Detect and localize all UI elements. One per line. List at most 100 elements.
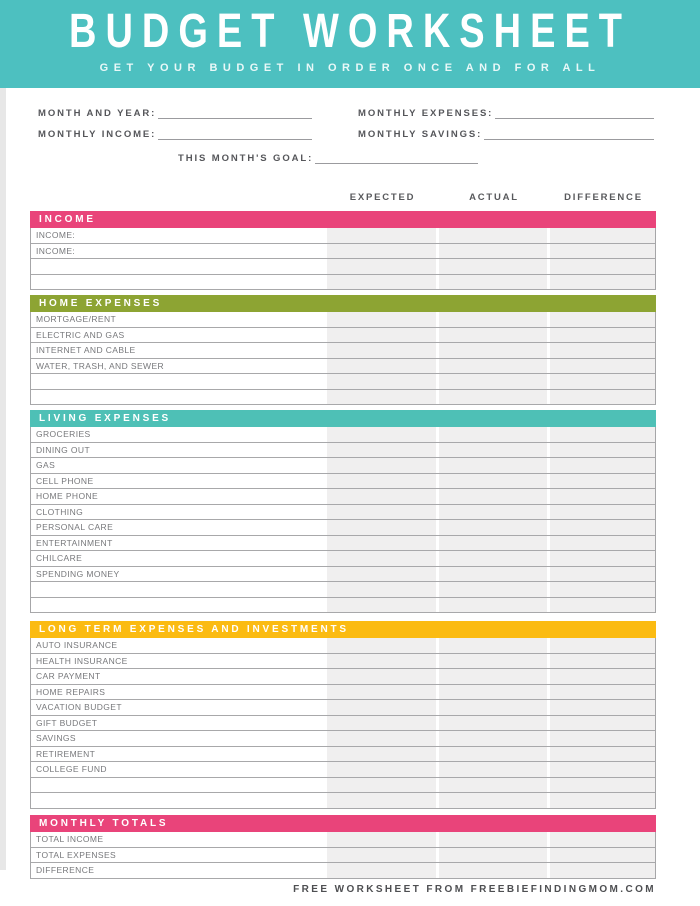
value-cell-actual xyxy=(439,243,547,258)
row-label: GROCERIES xyxy=(31,427,327,442)
section-income: INCOME INCOME: INCOME: xyxy=(30,211,656,290)
value-cell-expected xyxy=(327,847,436,862)
field-label: MONTHLY INCOME: xyxy=(38,129,157,140)
table-row: DIFFERENCE xyxy=(31,863,655,879)
table-row: INTERNET AND CABLE xyxy=(31,343,655,359)
value-cell-actual xyxy=(439,777,547,792)
value-cell-actual xyxy=(439,473,547,488)
row-label: WATER, TRASH, AND SEWER xyxy=(31,358,327,373)
table-row: CHILCARE xyxy=(31,551,655,567)
table-row: MORTGAGE/RENT xyxy=(31,312,655,328)
table-row: COLLEGE FUND xyxy=(31,762,655,778)
value-cell-expected xyxy=(327,551,436,566)
value-cell-difference xyxy=(550,343,655,358)
month-and-year-blank-line xyxy=(158,105,312,119)
value-cell-difference xyxy=(550,427,655,442)
value-cell-difference xyxy=(550,327,655,342)
section-rows: TOTAL INCOME TOTAL EXPENSES DIFFERENCE xyxy=(30,832,656,879)
row-label: COLLEGE FUND xyxy=(31,762,327,777)
value-cell-expected xyxy=(327,653,436,668)
row-label: TOTAL INCOME xyxy=(31,832,327,847)
value-cell-actual xyxy=(439,427,547,442)
row-label: HEALTH INSURANCE xyxy=(31,653,327,668)
row-label: INCOME: xyxy=(31,243,327,258)
value-cell-expected xyxy=(327,442,436,457)
table-row: AUTO INSURANCE xyxy=(31,638,655,654)
value-cell-difference xyxy=(550,777,655,792)
column-header-difference: DIFFERENCE xyxy=(564,192,643,203)
section-title: LIVING EXPENSES xyxy=(39,413,172,424)
value-cell-actual xyxy=(439,520,547,535)
value-cell-expected xyxy=(327,700,436,715)
value-cell-actual xyxy=(439,228,547,243)
table-row: HEALTH INSURANCE xyxy=(31,653,655,669)
value-cell-difference xyxy=(550,228,655,243)
table-row: GAS xyxy=(31,458,655,474)
value-cell-actual xyxy=(439,653,547,668)
value-cell-expected xyxy=(327,715,436,730)
value-cell-expected xyxy=(327,597,436,612)
value-cell-actual xyxy=(439,731,547,746)
value-cell-expected xyxy=(327,374,436,389)
value-cell-actual xyxy=(439,700,547,715)
table-row: SPENDING MONEY xyxy=(31,566,655,582)
value-cell-expected xyxy=(327,566,436,581)
section-totals: MONTHLY TOTALS TOTAL INCOME TOTAL EXPENSES… xyxy=(30,815,656,879)
value-cell-expected xyxy=(327,582,436,597)
table-row: ENTERTAINMENT xyxy=(31,535,655,551)
table-row xyxy=(31,374,655,390)
row-label: VACATION BUDGET xyxy=(31,700,327,715)
value-cell-actual xyxy=(439,458,547,473)
row-label: GIFT BUDGET xyxy=(31,715,327,730)
value-cell-difference xyxy=(550,551,655,566)
table-row: CLOTHING xyxy=(31,504,655,520)
value-cell-difference xyxy=(550,731,655,746)
value-cell-expected xyxy=(327,259,436,274)
value-cell-actual xyxy=(439,551,547,566)
value-cell-difference xyxy=(550,259,655,274)
table-row: PERSONAL CARE xyxy=(31,520,655,536)
value-cell-expected xyxy=(327,489,436,504)
column-header-expected: EXPECTED xyxy=(349,192,416,203)
value-cell-actual xyxy=(439,684,547,699)
value-cell-difference xyxy=(550,504,655,519)
row-label xyxy=(31,777,327,792)
table-row: DINING OUT xyxy=(31,442,655,458)
row-label xyxy=(31,374,327,389)
value-cell-expected xyxy=(327,777,436,792)
field-monthly-income: MONTHLY INCOME: xyxy=(38,126,312,140)
value-cell-actual xyxy=(439,274,547,289)
table-row: GROCERIES xyxy=(31,427,655,443)
value-cell-expected xyxy=(327,243,436,258)
field-label: MONTHLY SAVINGS: xyxy=(358,129,483,140)
row-label: CLOTHING xyxy=(31,504,327,519)
row-label: ELECTRIC AND GAS xyxy=(31,327,327,342)
value-cell-difference xyxy=(550,847,655,862)
value-cell-difference xyxy=(550,489,655,504)
value-cell-expected xyxy=(327,669,436,684)
footer-credit: FREE WORKSHEET FROM FREEBIEFINDINGMOM.CO… xyxy=(293,884,656,895)
value-cell-difference xyxy=(550,746,655,761)
budget-table: INCOME INCOME: INCOME: HOME EXPENSES MORTGAG… xyxy=(30,211,656,879)
value-cell-difference xyxy=(550,458,655,473)
section-header-living: LIVING EXPENSES xyxy=(30,410,656,427)
row-label: CELL PHONE xyxy=(31,473,327,488)
value-cell-actual xyxy=(439,442,547,457)
value-cell-difference xyxy=(550,669,655,684)
row-label xyxy=(31,389,327,404)
row-label: SAVINGS xyxy=(31,731,327,746)
value-cell-expected xyxy=(327,327,436,342)
value-cell-actual xyxy=(439,489,547,504)
section-title: INCOME xyxy=(39,214,96,225)
field-month-and-year: MONTH AND YEAR: xyxy=(38,105,312,119)
goal-blank-line xyxy=(315,150,478,164)
value-cell-difference xyxy=(550,715,655,730)
value-cell-difference xyxy=(550,653,655,668)
table-row: INCOME: xyxy=(31,243,655,259)
value-cell-difference xyxy=(550,762,655,777)
value-cell-actual xyxy=(439,259,547,274)
value-cell-actual xyxy=(439,793,547,808)
field-monthly-savings: MONTHLY SAVINGS: xyxy=(358,126,654,140)
value-cell-expected xyxy=(327,343,436,358)
value-cell-expected xyxy=(327,731,436,746)
